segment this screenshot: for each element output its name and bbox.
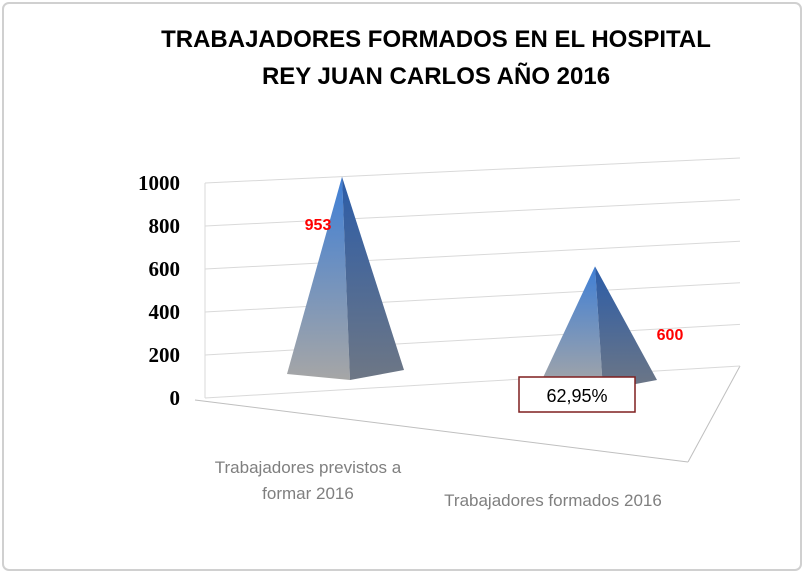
- y-tick-label: 200: [149, 343, 181, 367]
- grid-line: [204, 199, 741, 227]
- value-label: 953: [305, 217, 332, 234]
- chart-title: REY JUAN CARLOS AÑO 2016: [262, 62, 610, 90]
- y-tick-label: 0: [170, 386, 181, 410]
- pyramid-right-face: [342, 176, 404, 380]
- grid-line: [204, 282, 741, 313]
- pyramid-left-face: [287, 176, 350, 380]
- y-tick-label: 1000: [138, 171, 180, 195]
- pyramid: [540, 266, 657, 390]
- pyramid-right-face: [595, 266, 657, 390]
- chart-title: TRABAJADORES FORMADOS EN EL HOSPITAL: [161, 26, 711, 53]
- floor-right-edge: [687, 365, 741, 463]
- floor-front-edge: [194, 399, 689, 463]
- x-tick-label: Trabajadores formados 2016: [444, 491, 662, 510]
- annotation-box: [518, 376, 636, 413]
- pyramid: [287, 176, 404, 380]
- annotation: 62,95%: [546, 386, 607, 406]
- y-tick-label: 600: [149, 257, 181, 281]
- grid-line: [204, 240, 741, 270]
- pyramid-left-face: [540, 266, 603, 390]
- grid-line: [204, 157, 741, 184]
- y-tick-label: 400: [149, 300, 181, 324]
- x-tick-label: Trabajadores previstos a formar 2016: [214, 458, 402, 503]
- value-label: 600: [657, 327, 684, 344]
- y-tick-label: 800: [149, 214, 181, 238]
